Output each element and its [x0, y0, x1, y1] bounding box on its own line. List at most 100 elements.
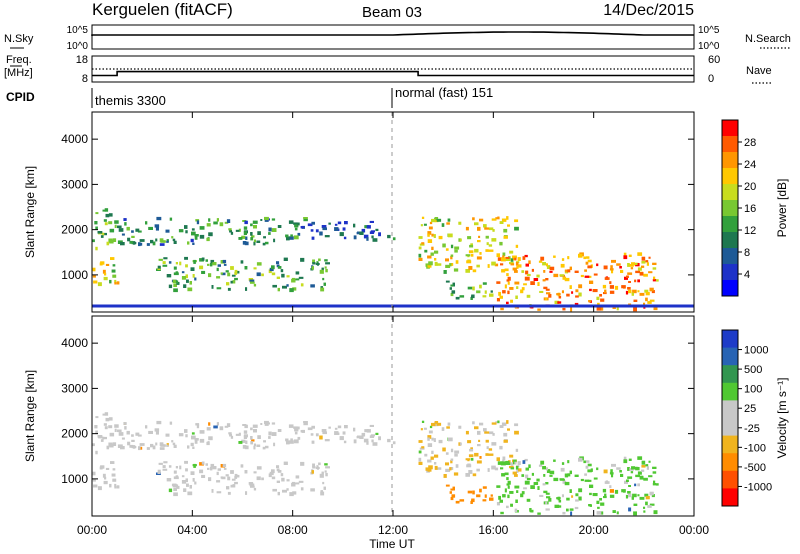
colorbar-swatch	[722, 152, 738, 169]
power-cell	[199, 258, 204, 262]
power-cell	[619, 266, 622, 269]
power-cell	[295, 271, 300, 275]
power-cell	[472, 269, 477, 273]
power-cell	[484, 290, 487, 294]
velocity-cell	[92, 443, 95, 447]
power-cell	[250, 223, 253, 227]
velocity-cell	[614, 489, 619, 494]
power-cell	[490, 290, 493, 293]
velocity-cell	[194, 481, 197, 485]
power-cell	[245, 287, 248, 291]
velocity-cell	[503, 439, 508, 443]
power-cell	[479, 218, 484, 222]
velocity-colorbar-swatches	[722, 330, 738, 507]
power-cell	[445, 258, 449, 262]
power-cell	[543, 270, 546, 273]
power-cell	[102, 269, 106, 274]
power-cell	[138, 242, 141, 247]
velocity-cell	[186, 483, 189, 487]
velocity-cell	[499, 499, 503, 503]
cpid-row: CPID themis 3300 normal (fast) 151	[6, 85, 493, 108]
velocity-cell	[371, 439, 374, 443]
power-cell	[387, 234, 391, 239]
power-cell	[265, 241, 269, 245]
power-cell	[344, 221, 348, 225]
power-cell	[108, 213, 113, 217]
velocity-cell	[531, 472, 534, 476]
velocity-cell	[569, 470, 572, 475]
velocity-cell	[181, 480, 187, 484]
velocity-cell	[530, 510, 534, 513]
velocity-cell	[514, 485, 520, 489]
power-cell	[316, 262, 319, 266]
velocity-cell	[609, 485, 612, 489]
power-cell	[286, 275, 290, 278]
power-cell	[553, 273, 559, 278]
power-cell	[108, 221, 113, 225]
power-cell	[578, 292, 582, 297]
power-cell	[655, 279, 659, 282]
velocity-cell	[588, 504, 592, 507]
power-cell	[93, 280, 98, 284]
power-cell	[643, 306, 646, 309]
power-cell	[191, 231, 196, 236]
power-cell	[120, 242, 125, 246]
power-cell	[276, 261, 280, 265]
velocity-cell	[95, 416, 99, 419]
velocity-cell	[117, 429, 122, 433]
power-cell	[242, 241, 247, 245]
power-cell	[450, 256, 453, 260]
velocity-cell	[262, 446, 266, 450]
velocity-cell	[155, 431, 159, 435]
velocity-cell	[129, 444, 134, 448]
power-cell	[472, 286, 475, 291]
power-cell	[467, 286, 473, 290]
velocity-cell	[159, 442, 164, 446]
velocity-cell	[217, 468, 221, 471]
power-cell	[580, 274, 584, 278]
velocity-cell	[589, 484, 594, 488]
beam-title: Beam 03	[362, 4, 422, 21]
velocity-cell	[216, 471, 219, 476]
velocity-cell	[468, 454, 474, 458]
velocity-cell	[168, 488, 173, 493]
power-cell	[455, 260, 459, 264]
velocity-cell	[171, 440, 174, 443]
velocity-cell	[226, 486, 230, 490]
velocity-cell	[648, 460, 651, 463]
velocity-cell	[283, 461, 288, 465]
velocity-cell	[523, 487, 527, 490]
power-cell	[146, 243, 150, 246]
power-cell	[185, 274, 188, 279]
power-cell	[626, 275, 629, 278]
power-cell	[611, 259, 616, 263]
nsky-label: N.Sky	[4, 33, 34, 45]
power-cell	[294, 224, 299, 228]
velocity-cell	[574, 474, 579, 477]
velocity-cell	[100, 439, 104, 442]
velocity-cell	[322, 431, 327, 435]
velocity-cell	[515, 466, 519, 470]
power-cell	[181, 271, 185, 274]
power-cell	[334, 223, 338, 226]
velocity-cell	[649, 491, 654, 496]
velocity-cell	[276, 480, 280, 483]
power-cell	[250, 281, 255, 284]
velocity-cell	[418, 461, 423, 465]
power-cell	[124, 222, 127, 226]
velocity-cell	[603, 469, 608, 474]
velocity-cell	[310, 488, 315, 492]
power-cell	[216, 267, 219, 272]
power-cell	[114, 282, 117, 285]
power-cell	[194, 235, 198, 240]
power-cell	[533, 278, 539, 281]
velocity-cell	[567, 460, 570, 464]
power-cell	[516, 265, 519, 269]
power-cell	[361, 228, 366, 233]
velocity-cell	[627, 491, 631, 494]
velocity-cell	[483, 428, 487, 432]
velocity-cell	[238, 432, 241, 436]
power-cell	[371, 235, 374, 239]
power-cell	[372, 238, 378, 242]
